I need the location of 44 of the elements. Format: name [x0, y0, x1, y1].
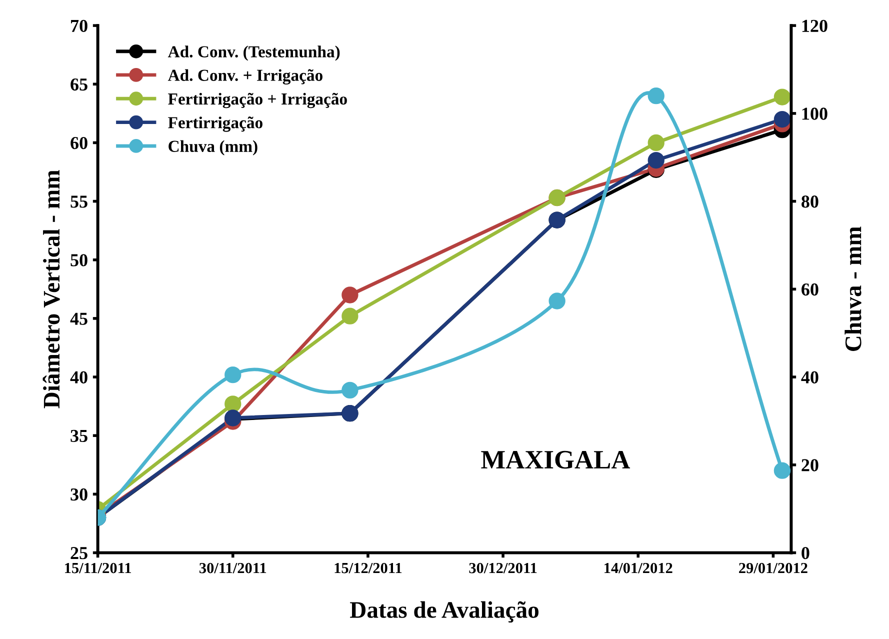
- legend-label: Fertirrigação + Irrigação: [168, 92, 347, 108]
- point: [224, 396, 242, 412]
- point: [648, 134, 664, 152]
- y2-axis-title: Chuva - mm: [844, 226, 862, 351]
- x-axis-title: Datas de Avaliação: [350, 601, 538, 623]
- y2-tick-label: 80: [802, 196, 818, 208]
- y-tick-label: 35: [70, 430, 88, 442]
- point: [342, 382, 358, 399]
- x-tick-label: 15/12/2011: [334, 562, 402, 574]
- legend-label: Fertirrigação: [168, 116, 262, 132]
- point: [342, 308, 358, 324]
- point: [774, 462, 791, 479]
- x-tick-label: 30/12/2011: [469, 562, 537, 574]
- x-tick-label: 29/01/2012: [739, 562, 808, 574]
- annotation: MAXIGALA: [481, 450, 630, 469]
- y-tick-label: 40: [70, 371, 88, 384]
- point: [648, 88, 664, 104]
- y-axis-title: Diâmetro Vertical - mm: [42, 170, 60, 408]
- x-tick-label: 14/01/2012: [604, 562, 672, 574]
- y-tick-label: 55: [70, 196, 88, 208]
- y2-tick-label: 60: [802, 283, 818, 296]
- y-tick-label: 60: [70, 136, 88, 150]
- y-tick-label: 65: [70, 78, 88, 91]
- y-tick-label: 70: [71, 20, 88, 32]
- y2-tick-label: 100: [802, 108, 828, 120]
- y-tick-label: 50: [70, 254, 88, 266]
- legend-label: Ad. Conv. + Irrigação: [168, 69, 322, 84]
- legend-label: Ad. Conv. (Testemunha): [168, 46, 340, 61]
- legend-label: Chuva (mm): [168, 140, 258, 156]
- y-tick-label: 45: [70, 312, 88, 325]
- point: [648, 152, 664, 169]
- x-tick-label: 30/11/2011: [199, 562, 266, 574]
- point: [774, 110, 791, 128]
- point: [774, 88, 791, 106]
- y2-tick-label: 120: [802, 20, 828, 32]
- y-tick-label: 25: [70, 547, 88, 560]
- y2-tick-label: 0: [802, 546, 810, 560]
- point: [548, 292, 566, 310]
- point: [224, 366, 242, 384]
- point: [342, 286, 358, 304]
- x-tick-label: 15/11/2011: [65, 562, 131, 574]
- y2-tick-label: 20: [802, 459, 818, 472]
- y-tick-label: 30: [70, 488, 88, 501]
- y2-tick-label: 40: [801, 371, 818, 384]
